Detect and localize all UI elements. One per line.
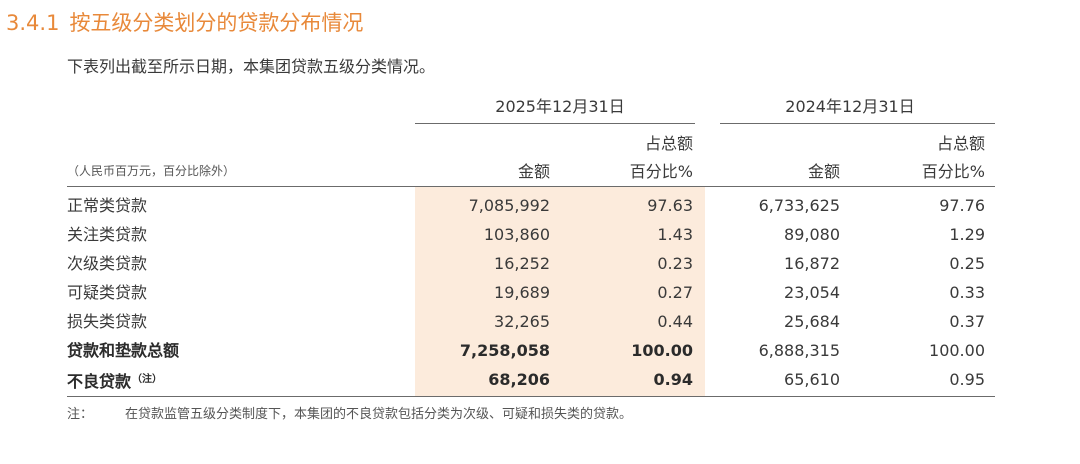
- cell-pct-2025: 0.44: [657, 312, 693, 331]
- highlight-2025-columns: [415, 187, 705, 396]
- footnote-label: 注：: [67, 407, 94, 422]
- cell-pct-2024: 0.33: [949, 283, 985, 302]
- npl-label-text: 不良贷款: [67, 372, 132, 391]
- header-rule: [67, 186, 995, 187]
- row-label-special-mention: 关注类贷款: [67, 225, 148, 244]
- cell-amount-2025: 68,206: [488, 370, 550, 389]
- col-header-pct-2024-line1: 占总额: [936, 134, 985, 153]
- cell-pct-2024: 0.95: [949, 370, 985, 389]
- section-heading: 按五级分类划分的贷款分布情况: [69, 11, 364, 35]
- footnote-text: 在贷款监管五级分类制度下，本集团的不良贷款包括分类为次级、可疑和损失类的贷款。: [125, 407, 633, 422]
- row-label-normal: 正常类贷款: [67, 196, 148, 215]
- col-header-pct-2025-line2: 百分比%: [629, 162, 693, 181]
- row-label-total-loans: 贷款和垫款总额: [67, 341, 180, 360]
- cell-pct-2024: 0.25: [949, 254, 985, 273]
- cell-amount-2024: 65,610: [784, 370, 840, 389]
- cell-amount-2024: 89,080: [784, 225, 840, 244]
- cell-pct-2025: 0.23: [657, 254, 693, 273]
- col-header-amount-2025: 金额: [517, 162, 550, 181]
- cell-amount-2025: 16,252: [494, 254, 550, 273]
- cell-amount-2025: 7,085,992: [468, 196, 550, 215]
- col-header-amount-2024: 金额: [807, 162, 840, 181]
- row-label-loss: 损失类贷款: [67, 312, 148, 331]
- cell-pct-2024: 97.76: [939, 196, 985, 215]
- period-header-2025: 2025年12月31日: [495, 97, 625, 116]
- cell-pct-2025: 1.43: [657, 225, 693, 244]
- cell-pct-2025: 97.63: [647, 196, 693, 215]
- cell-amount-2024: 6,888,315: [758, 341, 840, 360]
- cell-pct-2024: 0.37: [949, 312, 985, 331]
- section-number: 3.4.1: [6, 11, 60, 35]
- cell-pct-2024: 1.29: [949, 225, 985, 244]
- bottom-rule: [67, 396, 995, 397]
- cell-amount-2025: 32,265: [494, 312, 550, 331]
- cell-amount-2024: 16,872: [784, 254, 840, 273]
- cell-amount-2025: 7,258,058: [459, 341, 550, 360]
- intro-text: 下表列出截至所示日期，本集团贷款五级分类情况。: [67, 57, 436, 76]
- cell-amount-2024: 25,684: [784, 312, 840, 331]
- cell-pct-2025: 0.27: [657, 283, 693, 302]
- npl-note-marker: （注）: [132, 374, 163, 385]
- cell-amount-2024: 6,733,625: [758, 196, 840, 215]
- cell-pct-2025: 0.94: [653, 370, 693, 389]
- col-header-pct-2024-line2: 百分比%: [921, 162, 985, 181]
- row-label-npl: 不良贷款（注）: [67, 365, 162, 394]
- section-title: 3.4.1 按五级分类划分的贷款分布情况: [6, 6, 363, 40]
- unit-note: （人民币百万元，百分比除外）: [67, 164, 236, 178]
- cell-pct-2024: 100.00: [929, 341, 985, 360]
- period-rule-2025: [415, 123, 695, 124]
- row-label-substandard: 次级类贷款: [67, 254, 148, 273]
- col-header-pct-2025-line1: 占总额: [644, 134, 693, 153]
- cell-amount-2025: 103,860: [483, 225, 550, 244]
- row-label-doubtful: 可疑类贷款: [67, 283, 148, 302]
- period-header-2024: 2024年12月31日: [785, 97, 915, 116]
- period-rule-2024: [720, 123, 995, 124]
- cell-amount-2024: 23,054: [784, 283, 840, 302]
- cell-pct-2025: 100.00: [631, 341, 693, 360]
- cell-amount-2025: 19,689: [494, 283, 550, 302]
